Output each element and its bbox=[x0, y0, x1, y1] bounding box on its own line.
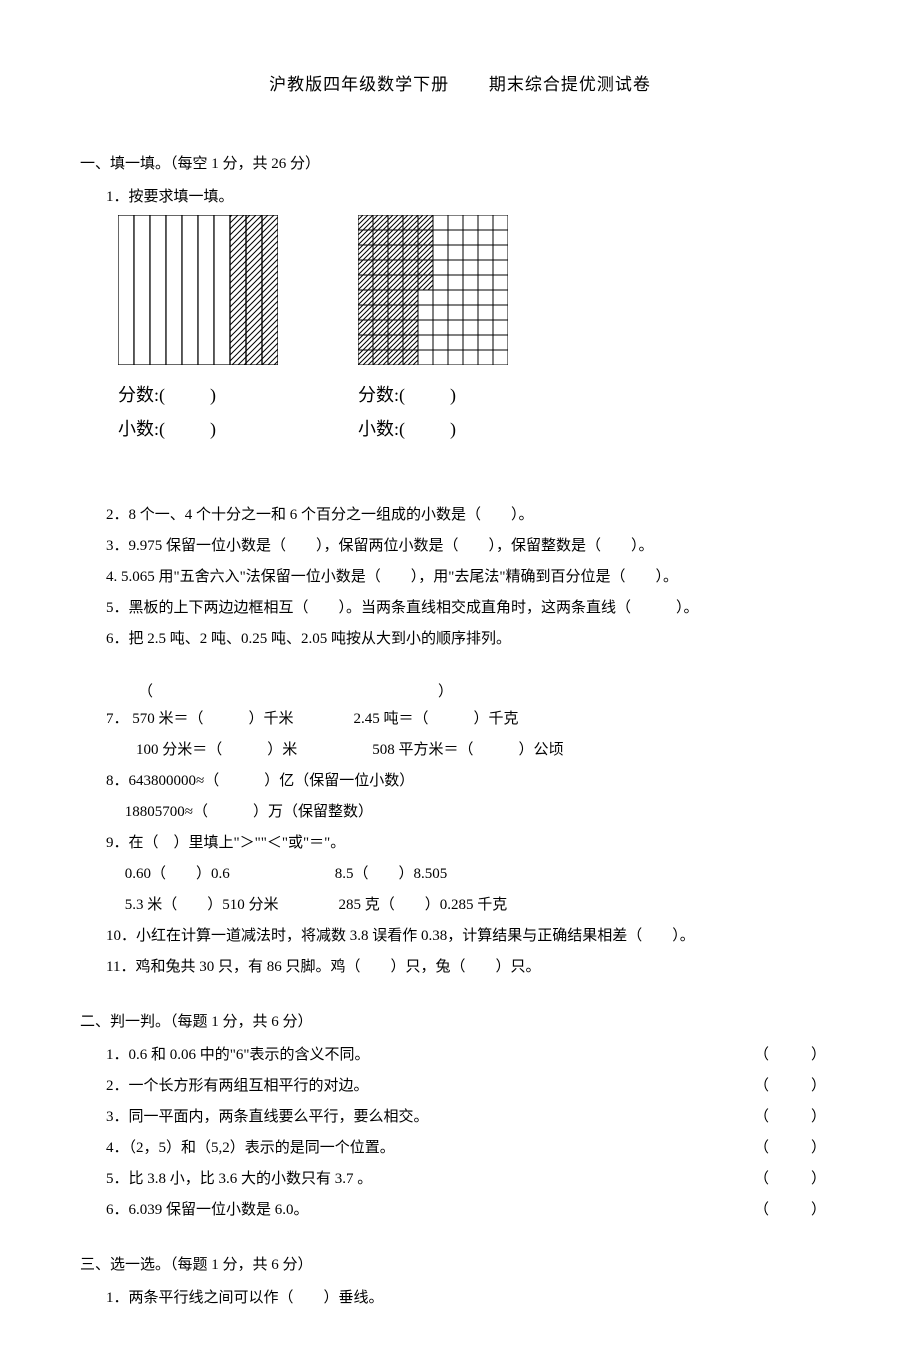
section-3-header: 三、选一选。（每题 1 分，共 6 分） bbox=[80, 1252, 840, 1279]
q7a: 7． 570 米＝（ ）千米 2.45 吨＝（ ）千克 bbox=[106, 706, 840, 733]
judge-paren: （ ） bbox=[754, 1197, 830, 1224]
judge-list: 1．0.6 和 0.06 中的"6"表示的含义不同。（ ）2．一个长方形有两组互… bbox=[80, 1042, 840, 1224]
figure-1-svg bbox=[118, 215, 278, 365]
judge-paren: （ ） bbox=[754, 1042, 830, 1069]
judge-paren: （ ） bbox=[754, 1166, 830, 1193]
fig1-dec-open: 小数:( bbox=[118, 419, 165, 439]
section-1: 一、填一填。（每空 1 分，共 26 分） 1．按要求填一填。 分数:( ) 小… bbox=[80, 151, 840, 982]
q5: 5．黑板的上下两边边框相互（ ）。当两条直线相交成直角时，这两条直线（ ）。 bbox=[106, 595, 840, 622]
judge-paren: （ ） bbox=[754, 1073, 830, 1100]
figure-1-decimal-label: 小数:( ) bbox=[118, 415, 278, 444]
judge-item-text: 2．一个长方形有两组互相平行的对边。 bbox=[106, 1078, 369, 1094]
q3: 3．9.975 保留一位小数是（ ），保留两位小数是（ ），保留整数是（ ）。 bbox=[106, 533, 840, 560]
judge-paren: （ ） bbox=[754, 1104, 830, 1131]
judge-item: 5．比 3.8 小，比 3.6 大的小数只有 3.7 。 （ ） bbox=[106, 1166, 840, 1193]
q8b: 18805700≈（ ）万（保留整数） bbox=[106, 799, 840, 826]
figure-2-decimal-label: 小数:( ) bbox=[358, 415, 508, 444]
judge-item: 4．（2，5）和（5,2）表示的是同一个位置。 （ ） bbox=[106, 1135, 840, 1162]
q9c: 5.3 米（ ）510 分米 285 克（ ）0.285 千克 bbox=[106, 892, 840, 919]
fig1-dec-close: ) bbox=[210, 419, 216, 439]
section-1-header: 一、填一填。（每空 1 分，共 26 分） bbox=[80, 151, 840, 178]
title-left: 沪教版四年级数学下册 bbox=[269, 70, 449, 101]
q4: 4. 5.065 用"五舍六入"法保留一位小数是（ ），用"去尾法"精确到百分位… bbox=[106, 564, 840, 591]
q1-label: 1．按要求填一填。 bbox=[106, 184, 840, 211]
title-right: 期末综合提优测试卷 bbox=[489, 70, 651, 101]
judge-item-text: 5．比 3.8 小，比 3.6 大的小数只有 3.7 。 bbox=[106, 1171, 372, 1187]
q6-blank: （ ） bbox=[138, 679, 840, 706]
judge-item: 3．同一平面内，两条直线要么平行，要么相交。 （ ） bbox=[106, 1104, 840, 1131]
judge-item-text: 3．同一平面内，两条直线要么平行，要么相交。 bbox=[106, 1109, 429, 1125]
fig2-dec-close: ) bbox=[450, 419, 456, 439]
section-3: 三、选一选。（每题 1 分，共 6 分） 1．两条平行线之间可以作（ ）垂线。 bbox=[80, 1252, 840, 1312]
judge-item: 6．6.039 保留一位小数是 6.0。 （ ） bbox=[106, 1197, 840, 1224]
section-2-header: 二、判一判。（每题 1 分，共 6 分） bbox=[80, 1009, 840, 1036]
q9b: 0.60（ ）0.6 8.5（ ）8.505 bbox=[106, 861, 840, 888]
judge-item-text: 1．0.6 和 0.06 中的"6"表示的含义不同。 bbox=[106, 1047, 370, 1063]
judge-item-text: 6．6.039 保留一位小数是 6.0。 bbox=[106, 1202, 309, 1218]
fig2-frac-close: ) bbox=[450, 385, 456, 405]
q7b: 100 分米＝（ ）米 508 平方米＝（ ）公顷 bbox=[106, 737, 840, 764]
judge-item-text: 4．（2，5）和（5,2）表示的是同一个位置。 bbox=[106, 1140, 395, 1156]
fig1-frac-close: ) bbox=[210, 385, 216, 405]
q6: 6．把 2.5 吨、2 吨、0.25 吨、2.05 吨按从大到小的顺序排列。 bbox=[106, 626, 840, 653]
q9a: 9．在（ ）里填上"＞""＜"或"＝"。 bbox=[106, 830, 840, 857]
section-2: 二、判一判。（每题 1 分，共 6 分） 1．0.6 和 0.06 中的"6"表… bbox=[80, 1009, 840, 1224]
fig2-frac-blank bbox=[410, 385, 446, 405]
q2: 2．8 个一、4 个十分之一和 6 个百分之一组成的小数是（ ）。 bbox=[106, 502, 840, 529]
fig1-frac-blank bbox=[170, 385, 206, 405]
fig2-frac-open: 分数:( bbox=[358, 385, 405, 405]
q8a: 8．643800000≈（ ）亿（保留一位小数） bbox=[106, 768, 840, 795]
s3-q1: 1．两条平行线之间可以作（ ）垂线。 bbox=[106, 1285, 840, 1312]
fig2-dec-blank bbox=[410, 419, 446, 439]
judge-item: 1．0.6 和 0.06 中的"6"表示的含义不同。 （ ） bbox=[106, 1042, 840, 1069]
figure-2-block: 分数:( ) 小数:( ) bbox=[358, 215, 508, 445]
q1-figures: 分数:( ) 小数:( ) 分数:( ) 小数:( ) bbox=[118, 215, 840, 445]
figure-2-fraction-label: 分数:( ) bbox=[358, 381, 508, 410]
q10: 10．小红在计算一道减法时，将减数 3.8 误看作 0.38，计算结果与正确结果… bbox=[106, 923, 840, 950]
fig1-frac-open: 分数:( bbox=[118, 385, 165, 405]
figure-1-block: 分数:( ) 小数:( ) bbox=[118, 215, 278, 445]
judge-item: 2．一个长方形有两组互相平行的对边。 （ ） bbox=[106, 1073, 840, 1100]
page-title-row: 沪教版四年级数学下册 期末综合提优测试卷 bbox=[80, 70, 840, 101]
figure-2-svg bbox=[358, 215, 508, 365]
fig1-dec-blank bbox=[170, 419, 206, 439]
q11: 11．鸡和兔共 30 只，有 86 只脚。鸡（ ）只，兔（ ）只。 bbox=[106, 954, 840, 981]
figure-1-fraction-label: 分数:( ) bbox=[118, 381, 278, 410]
judge-paren: （ ） bbox=[754, 1135, 830, 1162]
fig2-dec-open: 小数:( bbox=[358, 419, 405, 439]
